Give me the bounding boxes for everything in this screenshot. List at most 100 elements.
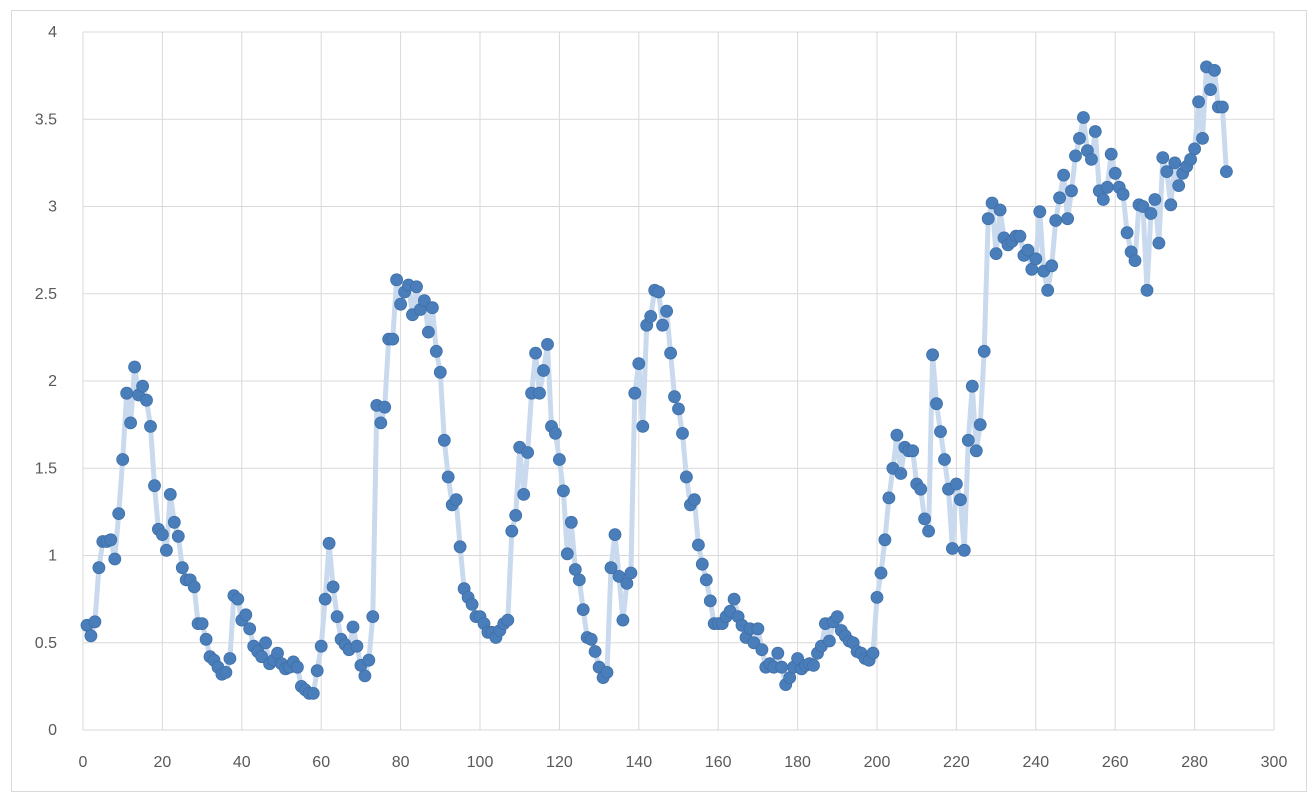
scatter-chart: 0 0.5 1 1.5 2 2.5 3 3.5 4 0 20 40 60 80 100 120 140 160 1…	[35, 24, 1288, 771]
data-point	[394, 297, 408, 311]
data-point	[624, 566, 638, 580]
data-point	[830, 610, 844, 623]
data-point	[1148, 193, 1162, 206]
chart-area: 0 0.5 1 1.5 2 2.5 3 3.5 4 0 20 40 60 80 100 120 140 160 1…	[11, 10, 1307, 792]
data-point	[1069, 149, 1082, 163]
data-point	[692, 538, 705, 552]
data-point	[104, 533, 118, 547]
data-point	[973, 418, 987, 432]
data-point	[1085, 152, 1098, 166]
data-point	[985, 196, 999, 210]
data-point	[1073, 132, 1086, 145]
y-tick-label: 0	[48, 722, 57, 739]
data-point	[1065, 184, 1078, 198]
data-point	[421, 325, 435, 339]
data-point	[656, 318, 669, 332]
data-point	[878, 533, 892, 547]
y-tick-label: 4	[48, 24, 57, 41]
data-point	[1152, 236, 1166, 250]
data-point	[584, 632, 598, 646]
data-point	[159, 543, 173, 557]
data-point	[128, 360, 141, 374]
data-point	[318, 592, 332, 606]
data-point	[652, 285, 665, 299]
x-tick-label: 0	[79, 754, 88, 771]
data-point	[1144, 207, 1158, 220]
data-point	[874, 566, 888, 580]
data-point	[120, 386, 134, 400]
data-point	[660, 304, 673, 318]
data-point	[918, 512, 931, 526]
x-tick-label: 120	[546, 754, 573, 771]
data-point	[501, 613, 515, 627]
y-tick-label: 2.5	[35, 286, 57, 303]
x-tick-label: 180	[784, 754, 811, 771]
data-point	[223, 652, 237, 665]
data-point	[751, 622, 765, 636]
data-point	[362, 653, 376, 667]
x-tick-label: 240	[1022, 754, 1049, 771]
data-point	[322, 536, 336, 550]
data-point	[509, 508, 523, 522]
data-point	[1104, 147, 1118, 161]
data-point	[195, 617, 209, 630]
data-point	[930, 397, 943, 411]
data-point	[187, 580, 201, 594]
data-point	[505, 524, 519, 538]
y-tick-label: 1	[48, 548, 57, 565]
data-point	[1029, 252, 1043, 266]
data-point	[1045, 259, 1059, 273]
data-point	[628, 386, 642, 400]
data-point	[557, 484, 570, 498]
x-tick-label: 40	[233, 754, 251, 771]
data-point	[231, 592, 245, 606]
data-point	[155, 528, 169, 541]
data-point	[199, 632, 213, 646]
data-point	[1049, 214, 1063, 227]
data-point	[441, 470, 455, 484]
data-point	[124, 416, 137, 430]
data-point	[453, 540, 467, 554]
data-point	[616, 613, 630, 627]
data-point	[148, 479, 161, 493]
data-point	[378, 400, 392, 414]
y-tick-label: 3.5	[35, 111, 57, 128]
data-point	[965, 379, 979, 393]
data-point	[1116, 187, 1130, 201]
data-point	[977, 344, 991, 358]
data-point	[326, 580, 340, 594]
data-point	[1077, 111, 1090, 124]
data-point	[1192, 95, 1205, 109]
data-point	[882, 491, 896, 505]
data-point	[604, 561, 618, 575]
data-point	[644, 309, 658, 323]
data-point	[906, 444, 920, 458]
data-point	[549, 426, 562, 440]
data-point	[1216, 100, 1229, 114]
data-point	[112, 507, 126, 521]
data-point	[775, 660, 789, 674]
data-point	[465, 598, 479, 611]
data-point	[894, 467, 908, 480]
data-point	[1013, 229, 1027, 243]
data-point	[84, 629, 98, 643]
data-point	[890, 428, 904, 442]
series-markers	[80, 60, 1233, 700]
data-point	[1160, 165, 1174, 179]
data-point	[703, 594, 717, 608]
data-point	[1061, 212, 1074, 226]
data-point	[1100, 180, 1114, 194]
data-point	[167, 515, 181, 529]
data-point	[989, 247, 1003, 261]
x-tick-label: 260	[1102, 754, 1129, 771]
data-point	[588, 645, 602, 658]
data-point	[695, 557, 709, 571]
data-point	[922, 524, 935, 538]
data-point	[386, 332, 400, 346]
data-point	[243, 622, 257, 636]
data-point	[1120, 226, 1134, 240]
y-tick-label: 0.5	[35, 635, 57, 652]
data-point	[116, 453, 130, 466]
y-tick-label: 1.5	[35, 460, 57, 477]
data-point	[541, 337, 554, 351]
